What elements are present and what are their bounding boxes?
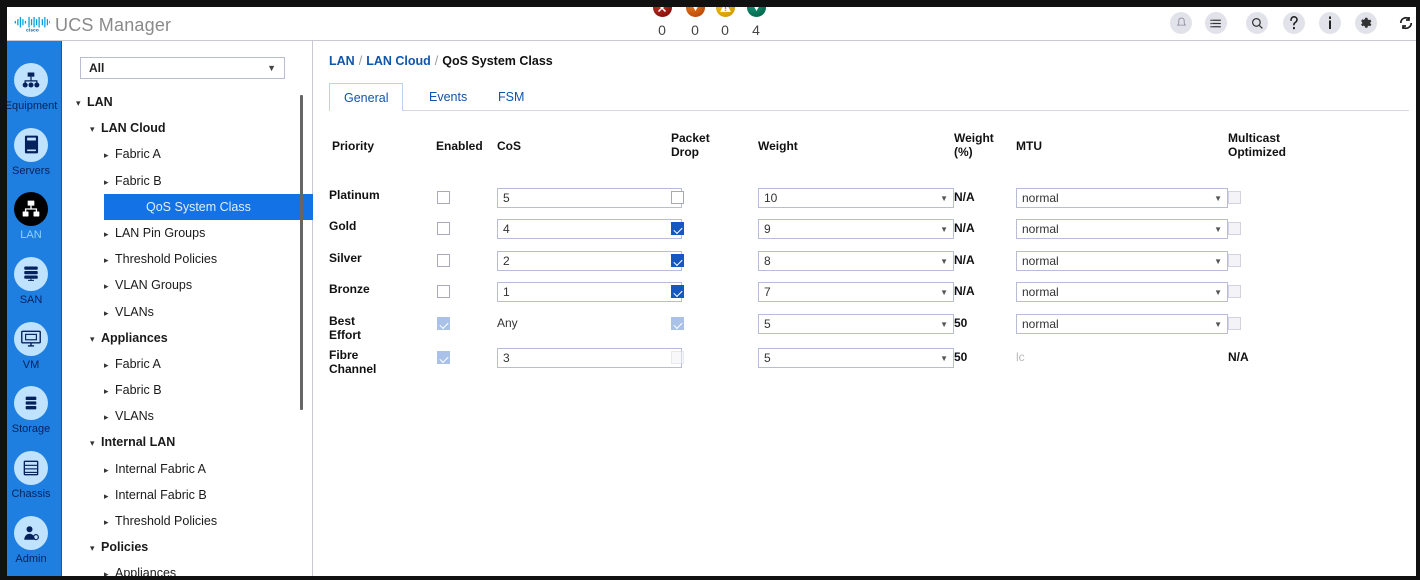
svg-text:cisco: cisco	[26, 28, 39, 33]
